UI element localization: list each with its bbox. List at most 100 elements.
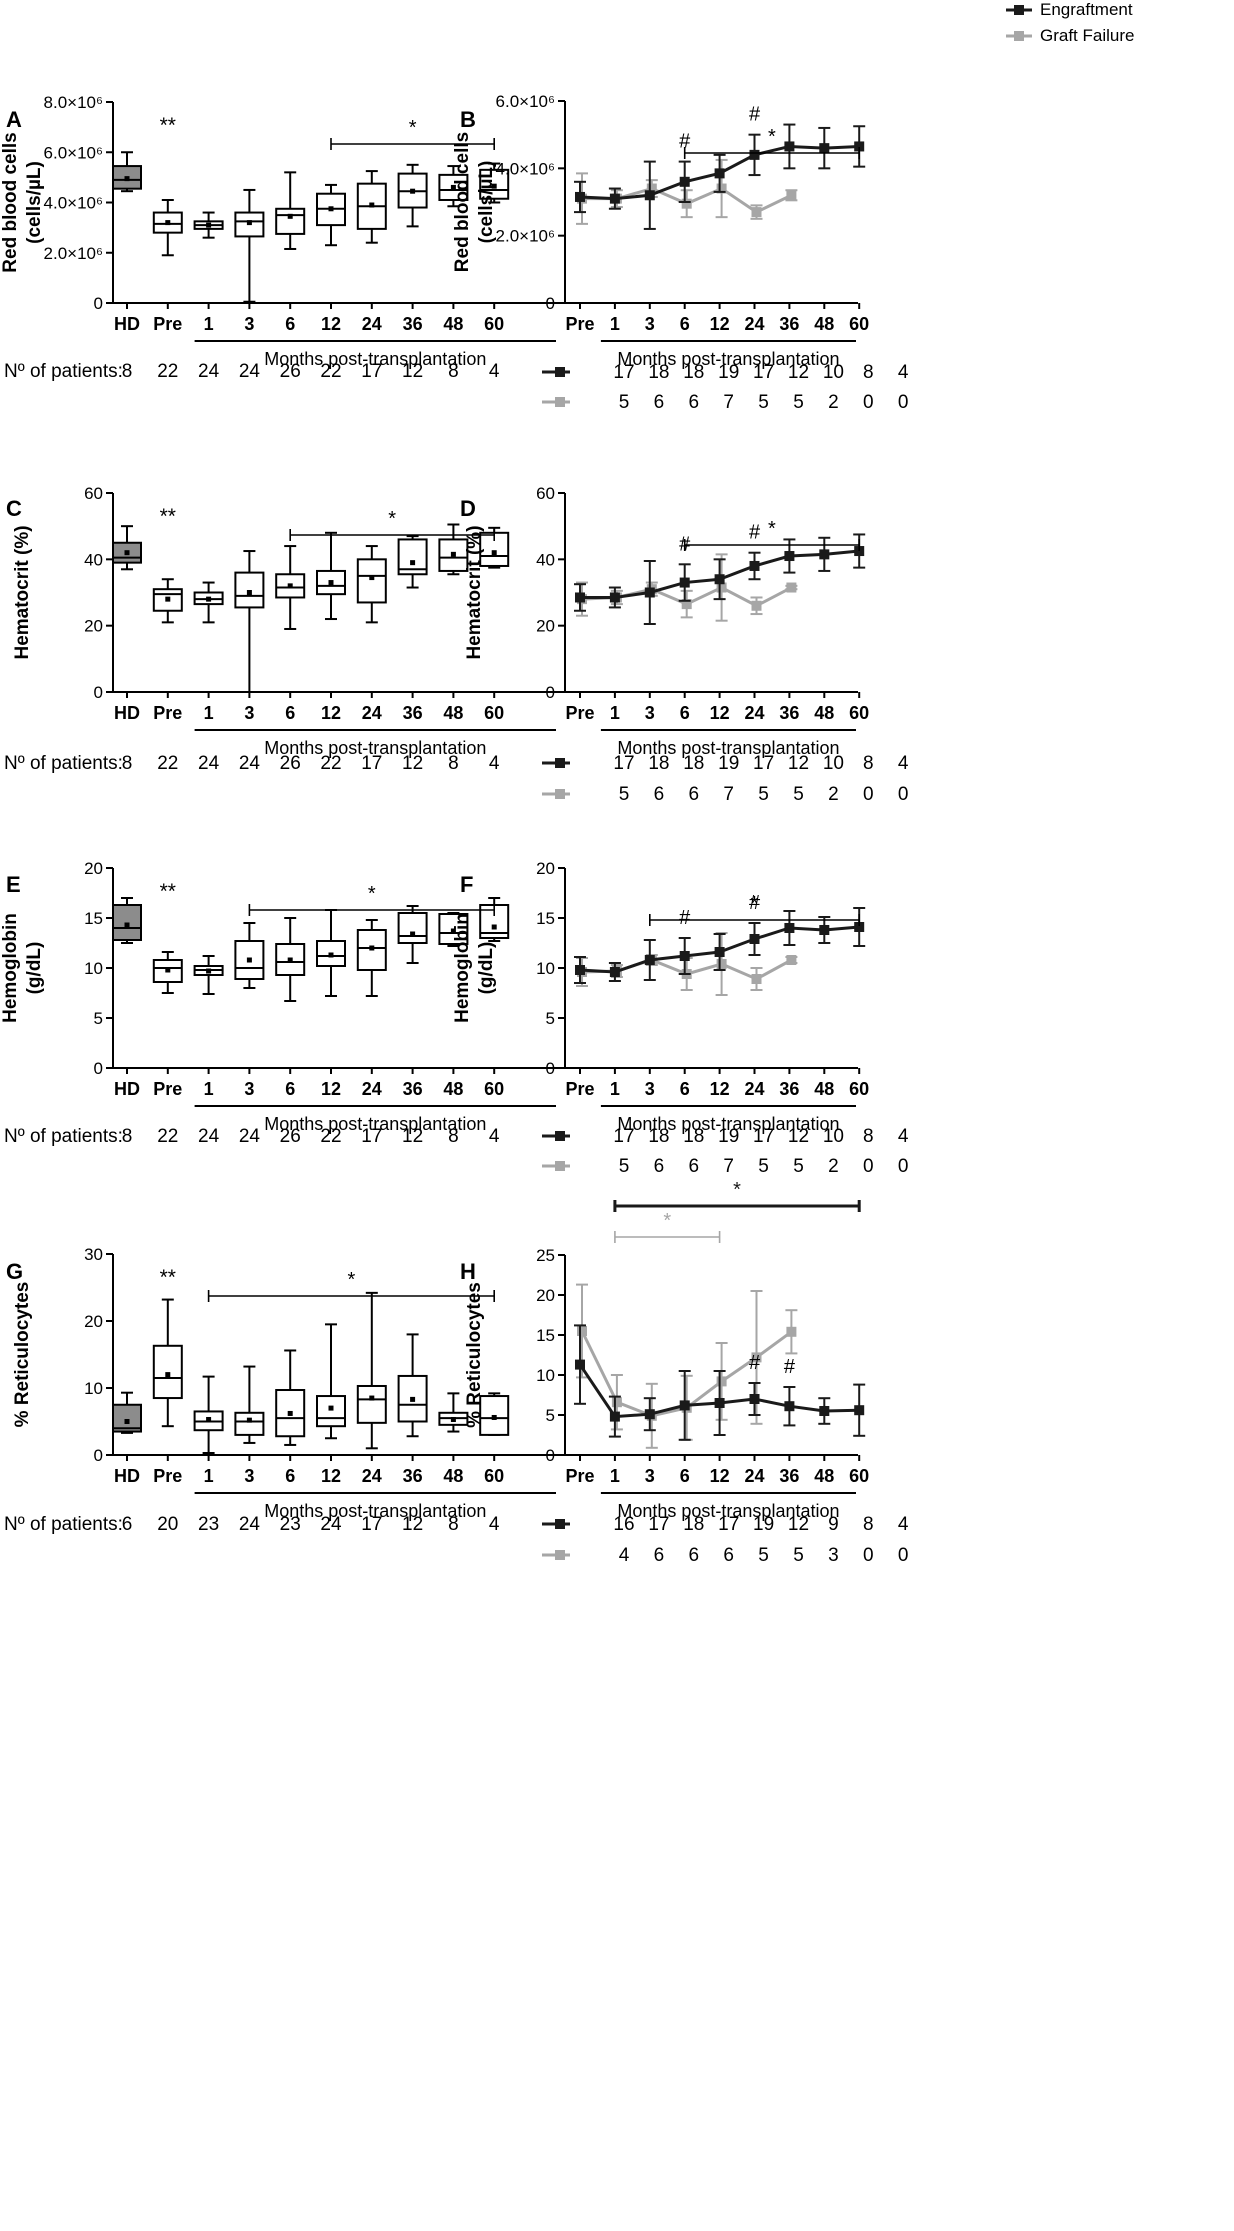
panel-g-box-iqr (356, 1384, 387, 1424)
panel-b-engraftment-point (609, 193, 620, 204)
panel-c-y-tick-label: 20 (84, 617, 103, 636)
panel-e-box (316, 909, 346, 997)
panel-f-letter: F (460, 872, 473, 897)
panel-a-box (275, 171, 306, 250)
panel-e-x-tick-label: 48 (443, 1079, 463, 1099)
panel-f-n-graft-failure-value: 5 (619, 1156, 630, 1177)
legend-engraftment-marker (1014, 5, 1024, 15)
panel-f-engraftment-point (609, 967, 620, 977)
panel-h-n-graft-failure-value: 6 (654, 1545, 665, 1566)
panel-c-x-tick-label: 36 (403, 703, 423, 723)
panel-f-n-engraftment-value: 18 (648, 1126, 669, 1147)
panel-h-n-engraftment-value: 12 (788, 1514, 809, 1535)
panel-h-bracket-label: * (663, 1210, 671, 1232)
panel-b-y-tick-label: 0 (546, 294, 555, 313)
panel-c-box (275, 545, 306, 630)
panel-g-x-tick-label: 6 (285, 1466, 295, 1486)
panel-e-n-value: 26 (280, 1126, 301, 1147)
panel-a-box-mean (491, 183, 497, 189)
panel-c-letter: C (6, 496, 22, 521)
panel-a-box-mean (124, 176, 130, 182)
legend-graft-failure-label: Graft Failure (1040, 26, 1134, 45)
panel-h-x-tick-label: 36 (779, 1466, 799, 1486)
panel-g-box-mean (246, 1417, 252, 1423)
panel-d-n-graft-failure-value: 0 (863, 784, 874, 805)
panel-d-n-engraftment-value: 17 (613, 753, 634, 774)
panel-e-box-mean (246, 957, 252, 963)
panel-g-x-tick-label: Pre (153, 1466, 182, 1486)
panel-g-box (112, 1391, 142, 1434)
panel-c-significance: ** (160, 505, 176, 528)
panel-d-y-tick-label: 20 (536, 617, 555, 636)
panel-h-engraftment-point (819, 1406, 830, 1416)
panel-a-x-axis-title: Months post-transplantation (264, 349, 486, 369)
panel-e-box-mean (124, 922, 130, 928)
panel-f-n-engraftment-value: 10 (823, 1126, 844, 1147)
panel-b-engraftment-point (784, 141, 795, 152)
panel-f-n-engraftment-value: 17 (753, 1126, 774, 1147)
panel-b-n-graft-failure-value: 0 (863, 392, 874, 413)
panel-e-n-value: 17 (361, 1126, 382, 1147)
panel-a-box (397, 163, 428, 228)
panel-g-y-tick-label: 20 (84, 1312, 103, 1331)
panel-a-n-value: 22 (157, 361, 178, 382)
panel-h-n-engraftment-value: 17 (648, 1514, 669, 1535)
panel-a-x-tick-label: HD (114, 314, 140, 334)
panel-b-engraftment-point (714, 168, 725, 179)
panel-a-box-mean (246, 220, 252, 226)
panel-b-graft-failure-point (716, 183, 727, 194)
panel-h-series-graft-failure (576, 1283, 798, 1449)
panel-a-n-value: 24 (198, 361, 220, 382)
panel-d-n-engraftment-value: 17 (753, 753, 774, 774)
panel-c-box-mean (491, 550, 497, 556)
panel-d-n-engraftment-marker (555, 758, 565, 768)
panel-h-engraftment-point (679, 1400, 690, 1411)
panel-c-box (152, 578, 183, 624)
panel-g-n-label: Nº of patients: (4, 1514, 123, 1535)
panel-e-box (356, 919, 387, 997)
panel-f-y-tick-label: 10 (536, 959, 555, 978)
panel-e-y-axis-title: Hemoglobin (0, 913, 21, 1023)
panel-g-box-iqr (234, 1411, 265, 1436)
panel-e-box (112, 897, 142, 944)
panel-h-x-tick-label: 1 (610, 1466, 620, 1486)
panel-d-engraftment-point (749, 560, 760, 571)
panel-a-y-axis-title: Red blood cells (0, 132, 21, 272)
panel-f-engraftment-point (854, 922, 865, 932)
panel-f-hash-marker: # (679, 907, 691, 929)
panel-g-box-mean (287, 1410, 293, 1416)
panel-b-n-graft-failure-value: 5 (619, 392, 630, 413)
panel-b-n-graft-failure-value: 0 (898, 392, 909, 413)
panel-f-graft-failure-point (751, 974, 762, 984)
panel-e-x-tick-label: Pre (153, 1079, 182, 1099)
panel-b-graft-failure-point (751, 207, 762, 218)
panel-d-n-graft-failure-value: 7 (723, 784, 734, 805)
panel-b-x-tick-label: 48 (814, 314, 834, 334)
panel-g-x-tick-label: 3 (244, 1466, 254, 1486)
panel-h-n-graft-failure-value: 0 (863, 1545, 874, 1566)
panel-c-n-value: 17 (361, 753, 382, 774)
panel-e-n-value: 8 (122, 1126, 133, 1147)
panel-h-x-tick-label: 60 (849, 1466, 869, 1486)
panel-b-y-tick-label: 4.0×10⁶ (496, 159, 555, 178)
panel-e-x-tick-label: 60 (484, 1079, 504, 1099)
panel-c-x-tick-label: 3 (244, 703, 254, 723)
panel-b-x-tick-label: 12 (710, 314, 730, 334)
panel-a-x-tick-label: 3 (244, 314, 254, 334)
panel-d-engraftment-point (819, 549, 830, 560)
panel-h-engraftment-point (575, 1359, 585, 1370)
panel-g-box (438, 1392, 469, 1433)
panel-f-engraftment-point (714, 947, 725, 957)
panel-e-box-iqr (397, 912, 428, 944)
panel-b-series-engraftment (574, 123, 866, 230)
panel-b-n-engraftment-value: 8 (863, 362, 874, 383)
panel-d-x-tick-label: 6 (680, 703, 690, 723)
panel-d-engraftment-point (854, 546, 865, 557)
panel-c-box-mean (206, 596, 212, 602)
panel-b-y-axis-title: (cells/µL) (476, 161, 497, 244)
panel-a-box (438, 165, 469, 208)
panel-f-n-engraftment-value: 12 (788, 1126, 809, 1147)
panel-a-y-tick-label: 0 (94, 294, 103, 313)
panel-b-n-engraftment-value: 19 (718, 362, 739, 383)
